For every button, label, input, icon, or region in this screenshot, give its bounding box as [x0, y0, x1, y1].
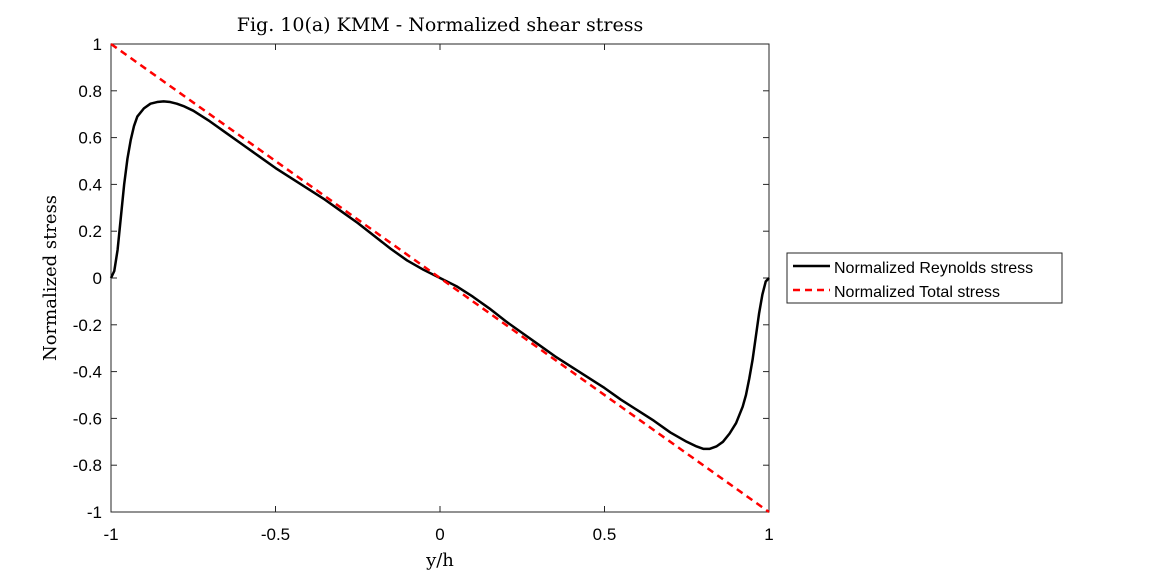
y-tick-label: 1 — [93, 35, 102, 54]
x-axis-label: y/h — [425, 550, 454, 571]
y-tick-label: -0.6 — [73, 409, 102, 428]
y-tick-label: -0.8 — [73, 456, 102, 475]
y-tick-label: -1 — [87, 503, 102, 522]
y-axis: 1 0.8 0.6 0.4 0.2 0 -0.2 -0.4 -0.6 -0.8 -1 — [73, 35, 769, 522]
x-tick-label: 0 — [435, 525, 444, 544]
legend-label-reynolds: Normalized Reynolds stress — [834, 260, 1033, 277]
chart-title: Fig. 10(a) KMM - Normalized shear stress — [237, 14, 643, 36]
legend-box — [786, 252, 1063, 304]
y-tick-label: 0 — [93, 269, 102, 288]
y-tick-label: 0.8 — [78, 82, 102, 101]
y-tick-label: 0.6 — [78, 129, 102, 148]
series-layer — [109, 42, 770, 514]
y-tick-label: -0.2 — [73, 316, 102, 335]
y-tick-label: 0.4 — [78, 175, 102, 194]
y-axis-label: Normalized stress — [40, 195, 61, 361]
x-tick-label: -1 — [103, 525, 118, 544]
legend-label-total: Normalized Total stress — [834, 284, 1000, 301]
y-tick-label: -0.4 — [73, 363, 102, 382]
series-line-reynolds-stress — [109, 100, 770, 451]
series-line-total-stress — [110, 42, 770, 514]
x-tick-label: 1 — [764, 525, 773, 544]
legend: Normalized Reynolds stress Normalized To… — [786, 252, 1063, 304]
y-tick-label: 0.2 — [78, 222, 102, 241]
x-axis: -1 -0.5 0 0.5 1 — [103, 44, 774, 544]
x-tick-label: 0.5 — [593, 525, 617, 544]
x-tick-label: -0.5 — [261, 525, 290, 544]
